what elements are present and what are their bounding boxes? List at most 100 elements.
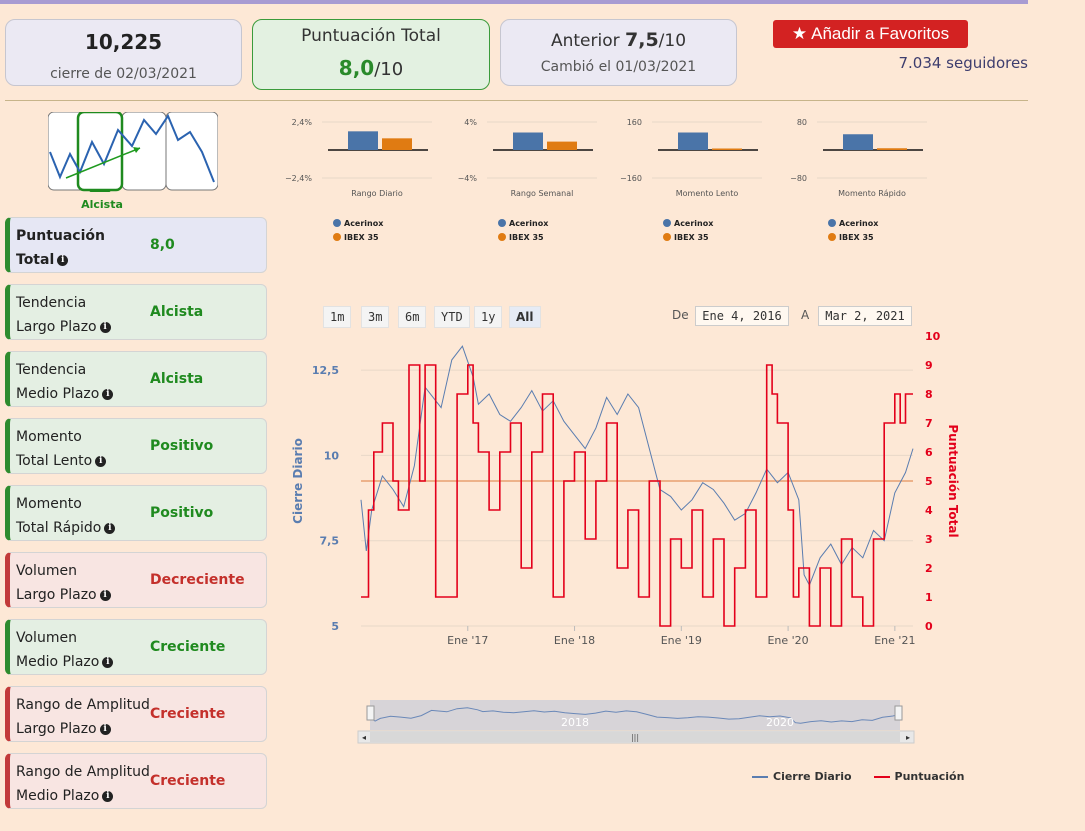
chart-legend: Cierre Diario Puntuación bbox=[752, 770, 964, 783]
mini-legend-label[interactable]: Acerinox bbox=[839, 219, 879, 228]
mini-bar-ibex[interactable] bbox=[547, 141, 577, 150]
info-icon[interactable]: i bbox=[102, 388, 114, 400]
legend-score[interactable]: Puntuación bbox=[873, 770, 965, 783]
navigator-year-label: 2020 bbox=[766, 716, 794, 729]
metric-label-line2: Total Rápido bbox=[16, 520, 102, 536]
y-axis-title-left: Cierre Diario bbox=[291, 438, 305, 524]
previous-changed-date: Cambió el 01/03/2021 bbox=[540, 59, 697, 75]
range-1y-button[interactable]: 1y bbox=[474, 306, 503, 328]
mini-bar-ibex[interactable] bbox=[877, 148, 907, 150]
scroll-left-arrow-icon[interactable]: ◂ bbox=[362, 733, 366, 742]
metric-label-line2: Largo Plazo bbox=[16, 319, 97, 335]
score-series-line[interactable] bbox=[361, 364, 913, 627]
metric-label-line1: Momento bbox=[16, 429, 82, 445]
total-score-value: 8,0 bbox=[338, 56, 375, 80]
metric-label: Tendencia Largo Plazo i bbox=[16, 291, 156, 339]
mini-legend-label[interactable]: Acerinox bbox=[344, 219, 384, 228]
range-6m-button[interactable]: 6m bbox=[398, 306, 427, 328]
scroll-right-arrow-icon[interactable]: ▸ bbox=[906, 733, 910, 742]
metric-value: Creciente bbox=[150, 706, 226, 722]
y-tick-right: 4 bbox=[925, 504, 933, 517]
metric-label: Tendencia Medio Plazo i bbox=[16, 358, 156, 406]
legend-dot-icon bbox=[333, 219, 341, 227]
date-to-input[interactable]: Mar 2, 2021 bbox=[818, 306, 912, 326]
info-icon[interactable]: i bbox=[104, 522, 116, 534]
mini-bar-acerinox[interactable] bbox=[843, 134, 873, 150]
range-1m-button[interactable]: 1m bbox=[323, 306, 352, 328]
mini-legend-label[interactable]: Acerinox bbox=[509, 219, 549, 228]
metric-label-line1: Rango de Amplitud bbox=[16, 764, 150, 780]
metric-label-line2: Medio Plazo bbox=[16, 654, 100, 670]
mini-bar-ibex[interactable] bbox=[382, 138, 412, 150]
range-navigator[interactable]: 2018 2020 ◂ ▸ ||| bbox=[356, 698, 916, 744]
info-icon[interactable]: i bbox=[102, 790, 114, 802]
x-tick-label: Ene '21 bbox=[874, 634, 915, 647]
legend-dot-icon bbox=[498, 219, 506, 227]
metric-label-line1: Tendencia bbox=[16, 295, 87, 311]
mini-chart-title: Rango Diario bbox=[351, 189, 403, 198]
navigator-series bbox=[369, 707, 901, 724]
mini-legend-label[interactable]: IBEX 35 bbox=[674, 233, 709, 242]
info-icon[interactable]: i bbox=[99, 589, 111, 601]
metric-value: Positivo bbox=[150, 505, 214, 521]
mini-legend-label[interactable]: IBEX 35 bbox=[839, 233, 874, 242]
metric-label-line2: Total Lento bbox=[16, 453, 93, 469]
mini-ytick-top: 80 bbox=[797, 118, 807, 127]
range-3m-button[interactable]: 3m bbox=[361, 306, 390, 328]
mini-bar-acerinox[interactable] bbox=[513, 132, 543, 151]
navigator-year-label: 2018 bbox=[561, 716, 589, 729]
metric-label-line2: Medio Plazo bbox=[16, 386, 100, 402]
metric-card: Volumen Largo Plazo i Decreciente bbox=[5, 552, 267, 608]
metric-value: Decreciente bbox=[150, 572, 245, 588]
range-ytd-button[interactable]: YTD bbox=[434, 306, 470, 328]
navigator-handle-left[interactable] bbox=[366, 705, 375, 721]
info-icon[interactable]: i bbox=[57, 254, 69, 266]
y-axis-title-right: Puntuación Total bbox=[946, 424, 960, 537]
add-favorite-button[interactable]: ★ Añadir a Favoritos bbox=[773, 20, 968, 48]
mini-bar-ibex[interactable] bbox=[712, 148, 742, 151]
metric-label-line2: Largo Plazo bbox=[16, 587, 97, 603]
price-series-line[interactable] bbox=[360, 345, 914, 587]
metric-label-line1: Puntuación bbox=[16, 228, 105, 244]
metric-card: Volumen Medio Plazo i Creciente bbox=[5, 619, 267, 675]
mini-legend-label[interactable]: Acerinox bbox=[674, 219, 714, 228]
mini-ytick-top: 4% bbox=[464, 118, 477, 127]
navigator-scrollbar-thumb[interactable] bbox=[370, 732, 900, 742]
legend-price-label: Cierre Diario bbox=[773, 770, 852, 783]
total-score-card: Puntuación Total 8,0/10 bbox=[252, 19, 490, 90]
legend-score-label: Puntuación bbox=[894, 770, 965, 783]
range-all-button[interactable]: All bbox=[509, 306, 541, 328]
legend-dot-icon bbox=[663, 233, 671, 241]
info-icon[interactable]: i bbox=[99, 321, 111, 333]
date-from-input[interactable]: Ene 4, 2016 bbox=[695, 306, 789, 326]
metric-label-line1: Volumen bbox=[16, 630, 77, 646]
info-icon[interactable]: i bbox=[95, 455, 107, 467]
x-tick-label: Ene '20 bbox=[767, 634, 808, 647]
x-tick-label: Ene '18 bbox=[554, 634, 595, 647]
legend-price-swatch bbox=[752, 775, 768, 778]
legend-dot-icon bbox=[333, 233, 341, 241]
metric-label: Volumen Largo Plazo i bbox=[16, 559, 156, 607]
legend-price[interactable]: Cierre Diario bbox=[752, 770, 852, 783]
trend-option-neutral bbox=[121, 112, 167, 191]
y-tick-left: 5 bbox=[331, 620, 339, 633]
info-icon[interactable]: i bbox=[102, 656, 114, 668]
mini-chart-title: Momento Rápido bbox=[838, 189, 906, 198]
trend-line bbox=[49, 113, 215, 183]
mini-legend-label[interactable]: IBEX 35 bbox=[344, 233, 379, 242]
scrollbar-grip-icon: ||| bbox=[631, 733, 639, 742]
date-from-label: De bbox=[672, 308, 689, 322]
mini-bar-acerinox[interactable] bbox=[678, 132, 708, 151]
y-tick-right: 10 bbox=[925, 330, 941, 343]
mini-bar-acerinox[interactable] bbox=[348, 131, 378, 150]
mini-legend-label[interactable]: IBEX 35 bbox=[509, 233, 544, 242]
navigator-handle-right[interactable] bbox=[894, 705, 903, 721]
previous-value: 7,5 bbox=[625, 29, 659, 51]
legend-score-swatch bbox=[873, 775, 890, 778]
trend-option-up[interactable] bbox=[76, 112, 124, 192]
trend-pointer-icon bbox=[88, 190, 112, 192]
mini-chart-daily-range: 2,4% −2,4% Rango Diario Acerinox IBEX 35 bbox=[285, 118, 432, 242]
info-icon[interactable]: i bbox=[99, 723, 111, 735]
total-score-denominator: /10 bbox=[374, 59, 404, 80]
close-price-card: 10,225 cierre de 02/03/2021 bbox=[5, 19, 242, 86]
